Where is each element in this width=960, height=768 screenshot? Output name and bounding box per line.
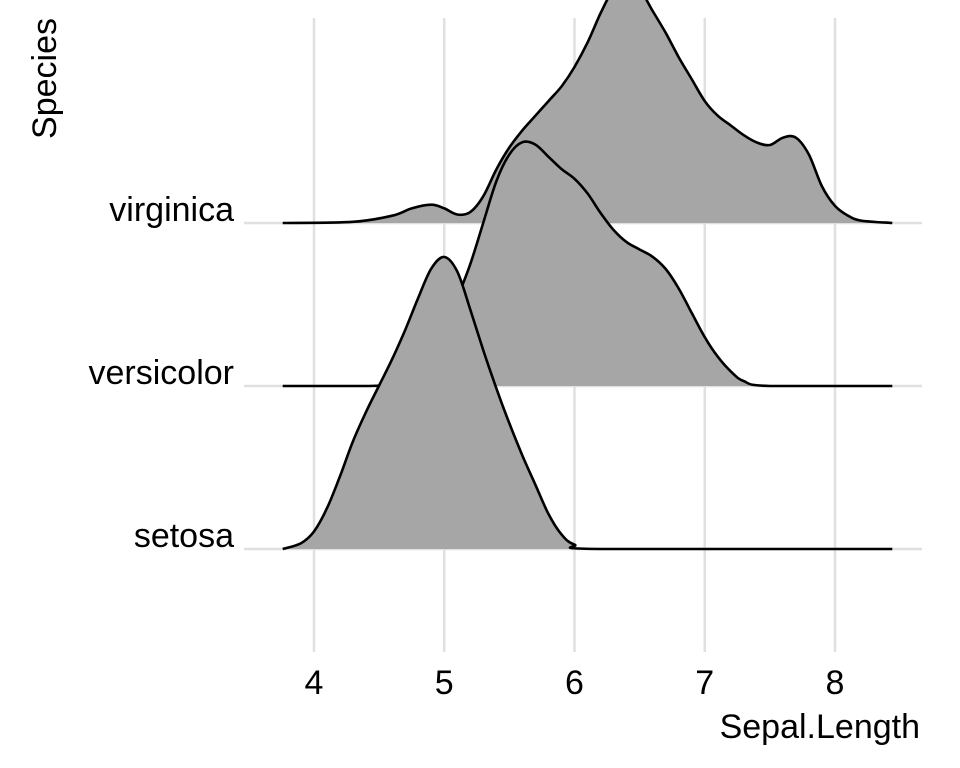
y-axis-title: Species — [26, 18, 64, 139]
ridge-outline — [282, 0, 893, 225]
ridge-layer — [282, 0, 893, 551]
x-tick-label: 4 — [305, 664, 324, 702]
x-tick-label: 6 — [565, 664, 584, 702]
ridge-setosa — [282, 255, 893, 551]
x-tick-label: 5 — [435, 664, 454, 702]
ridge-area — [282, 141, 893, 386]
x-tick-label: 8 — [826, 664, 845, 702]
x-tick-label: 7 — [695, 664, 714, 702]
ridge-outline — [282, 255, 893, 551]
ridge-area — [282, 0, 893, 223]
y-tick-label: versicolor — [89, 354, 234, 392]
y-tick-label: virginica — [109, 191, 234, 229]
label-layer: 4 5 6 7 8 setosa versicolor virginica — [89, 191, 845, 702]
y-tick-label: setosa — [134, 517, 234, 555]
x-axis-title: Sepal.Length — [720, 708, 920, 746]
ridge-virginica — [282, 0, 893, 225]
ridge-area — [282, 256, 893, 549]
